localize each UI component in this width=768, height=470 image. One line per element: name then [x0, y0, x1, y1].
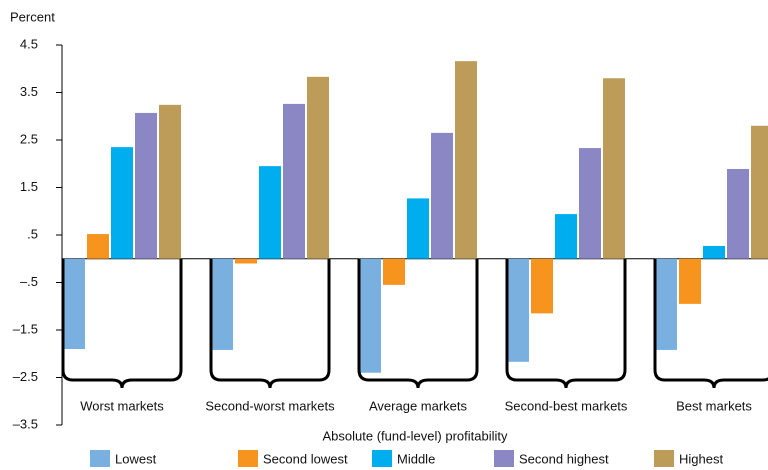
legend-swatch — [372, 450, 392, 467]
legend-swatch — [494, 450, 514, 467]
y-tick-label: 3.5 — [20, 84, 38, 99]
legend-label: Second highest — [519, 451, 609, 466]
y-tick-label: –3.5 — [13, 416, 38, 431]
bar — [407, 198, 429, 259]
brace — [653, 258, 768, 389]
brace — [61, 258, 183, 389]
brace — [505, 258, 627, 389]
legend-swatch — [654, 450, 674, 467]
bar — [211, 258, 233, 350]
x-tick-label: Second-best markets — [505, 398, 628, 413]
bar — [431, 132, 453, 259]
bar — [235, 258, 257, 264]
bar — [751, 125, 768, 259]
bar — [727, 168, 749, 259]
legend-label: Second lowest — [263, 451, 348, 466]
x-tick-label: Average markets — [369, 398, 468, 413]
bar — [87, 234, 109, 259]
bar — [531, 258, 553, 314]
legend-swatch — [238, 450, 258, 467]
bar — [159, 104, 181, 259]
y-tick-label: –.5 — [20, 274, 38, 289]
bar — [455, 61, 477, 259]
bar — [135, 112, 157, 259]
bar — [655, 258, 677, 350]
y-tick-label: .5 — [27, 226, 38, 241]
bar — [259, 166, 281, 259]
brace — [357, 258, 479, 389]
brace — [209, 258, 331, 389]
bar — [579, 148, 601, 259]
bar — [603, 78, 625, 259]
legend-label: Lowest — [115, 451, 157, 466]
bar — [703, 245, 725, 259]
y-tick-label: 1.5 — [20, 179, 38, 194]
y-tick-label: –2.5 — [13, 369, 38, 384]
bar — [63, 258, 85, 349]
y-tick-label: 4.5 — [20, 36, 38, 51]
y-tick-label: –1.5 — [13, 321, 38, 336]
x-tick-label: Second-worst markets — [205, 398, 335, 413]
legend-swatch — [90, 450, 110, 467]
bar — [679, 258, 701, 304]
bar — [359, 258, 381, 373]
legend-label: Highest — [679, 451, 723, 466]
y-axis-title: Percent — [10, 9, 55, 24]
bar — [555, 214, 577, 259]
bar — [283, 103, 305, 259]
y-tick-label: 2.5 — [20, 131, 38, 146]
x-axis-title: Absolute (fund-level) profitability — [323, 428, 508, 443]
bar — [507, 258, 529, 362]
bar — [307, 76, 329, 259]
x-tick-label: Worst markets — [80, 398, 164, 413]
x-tick-label: Best markets — [676, 398, 752, 413]
legend-label: Middle — [397, 451, 435, 466]
bar — [111, 147, 133, 259]
bar — [383, 258, 405, 285]
